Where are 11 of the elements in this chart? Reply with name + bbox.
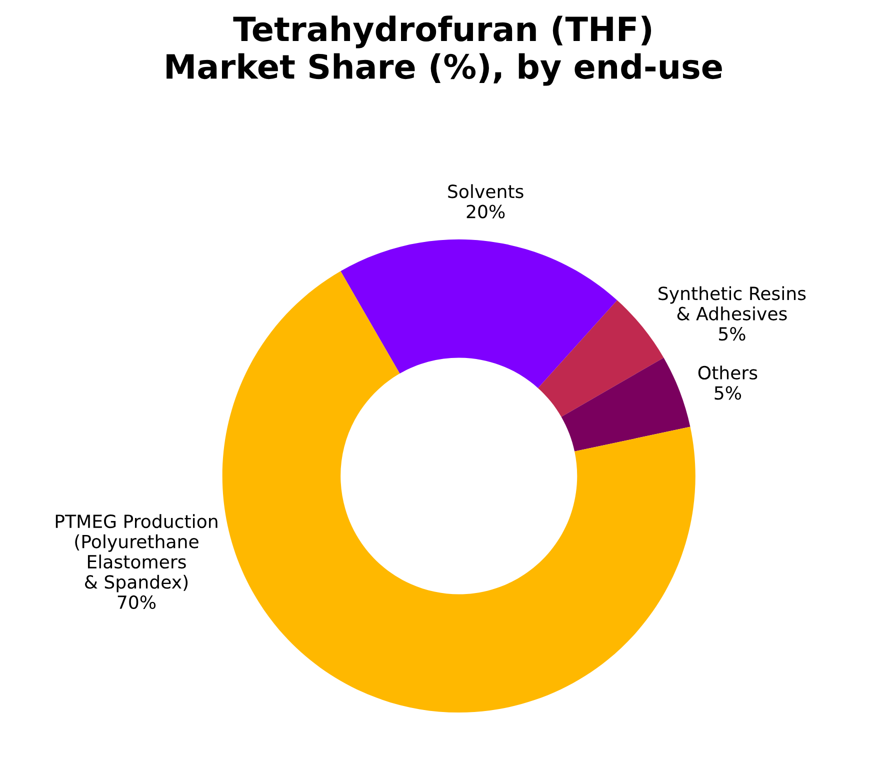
slice-label: Others (698, 366, 758, 380)
donut-slice (340, 239, 618, 388)
data-label: 5% (719, 327, 746, 341)
data-label: 70% (118, 595, 156, 610)
slice-label: Solvents (448, 184, 524, 198)
data-label: 20% (466, 204, 505, 218)
chart-title: Tetrahydrofuran (THF) Market Share (%), by end-use (166, 16, 722, 86)
donut-slice (561, 358, 690, 452)
slice-label: PTMEG Production (Polyurethane Elastomers & Spandex) (56, 514, 218, 592)
data-label: 5% (714, 386, 742, 400)
slice-label: Synthetic Resins & Adhesives (658, 286, 806, 320)
